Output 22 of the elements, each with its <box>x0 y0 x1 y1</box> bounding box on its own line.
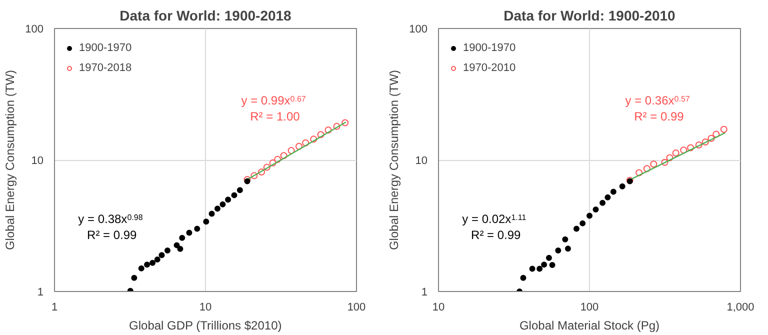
y-tick-label: 100 <box>409 24 428 36</box>
x-axis-title: Global GDP (Trillions $2010) <box>129 318 282 332</box>
x-axis-title: Global Material Stock (Pg) <box>519 318 660 332</box>
chart-title: Data for World: 1900-2018 <box>120 8 292 24</box>
y-tick-label: 10 <box>415 155 428 167</box>
y-tick-label: 100 <box>25 24 44 36</box>
legend-label: 1970-2010 <box>463 62 516 74</box>
y-axis-title: Global Energy Consumption (TW) <box>3 70 18 250</box>
x-tick-label: 10 <box>199 302 212 314</box>
y-tick-label: 1 <box>37 286 44 298</box>
y-tick-label: 10 <box>31 155 44 167</box>
legend-label: 1900-1970 <box>79 42 132 54</box>
legend-label: 1970-2018 <box>79 62 132 74</box>
x-tick-label: 1 <box>51 302 58 314</box>
x-tick-label: 1,000 <box>726 302 754 314</box>
x-tick-label: 10 <box>432 302 445 314</box>
chart-title: Data for World: 1900-2010 <box>504 8 676 24</box>
y-axis-title: Global Energy Consumption (TW) <box>387 70 402 250</box>
x-tick-label: 100 <box>580 302 599 314</box>
legend-label: 1900-1970 <box>463 42 516 54</box>
x-tick-label: 100 <box>347 302 366 314</box>
y-tick-label: 1 <box>421 286 428 298</box>
